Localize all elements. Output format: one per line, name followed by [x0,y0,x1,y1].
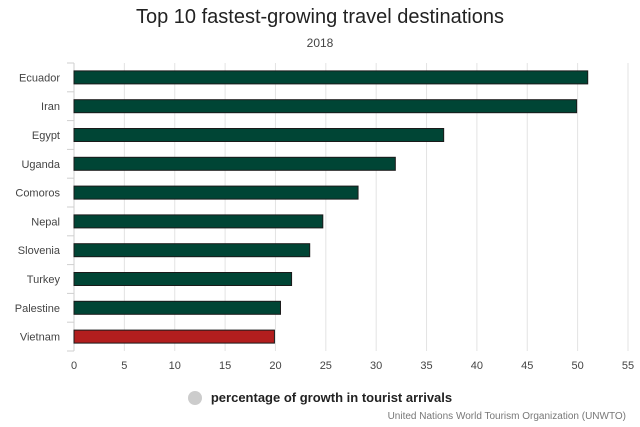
category-label: Uganda [21,159,60,171]
bar-uganda [73,156,396,171]
category-label: Comoros [15,188,60,200]
x-tick-label: 5 [121,360,127,372]
bar-slovenia [73,243,311,258]
category-label: Egypt [32,130,60,142]
x-tick-label: 0 [71,360,77,372]
x-tick-label: 30 [370,360,382,372]
category-label: Ecuador [19,72,60,84]
bar-nepal [73,214,324,229]
category-label: Iran [41,101,60,113]
x-tick-label: 55 [622,360,634,372]
bar-egypt [73,128,445,142]
category-label: Nepal [31,216,60,228]
bar-ecuador [73,70,589,85]
bar-turkey [73,272,293,286]
x-tick-label: 45 [521,360,533,372]
category-label: Vietnam [20,332,60,344]
bar-vietnam [73,329,275,344]
legend-label: percentage of growth in tourist arrivals [210,390,453,405]
x-tick-label: 25 [320,360,332,372]
category-label: Slovenia [18,245,61,257]
bar-palestine [73,300,281,315]
category-label: Palestine [15,303,60,315]
x-tick-label: 35 [420,360,432,372]
bar-iran [73,99,578,114]
x-tick-label: 15 [219,360,231,372]
category-label: Turkey [27,274,61,286]
x-tick-label: 20 [269,360,281,372]
chart-title: Top 10 fastest-growing travel destinatio… [136,6,504,28]
bar-comoros [73,185,359,200]
x-tick-label: 40 [471,360,483,372]
x-tick-label: 50 [572,360,584,372]
chart-subtitle: 2018 [306,36,334,50]
legend[interactable]: percentage of growth in tourist arrivals [0,390,640,405]
legend-marker-icon [187,390,202,405]
source-note: United Nations World Tourism Organizatio… [387,411,626,422]
x-tick-label: 10 [169,360,181,372]
